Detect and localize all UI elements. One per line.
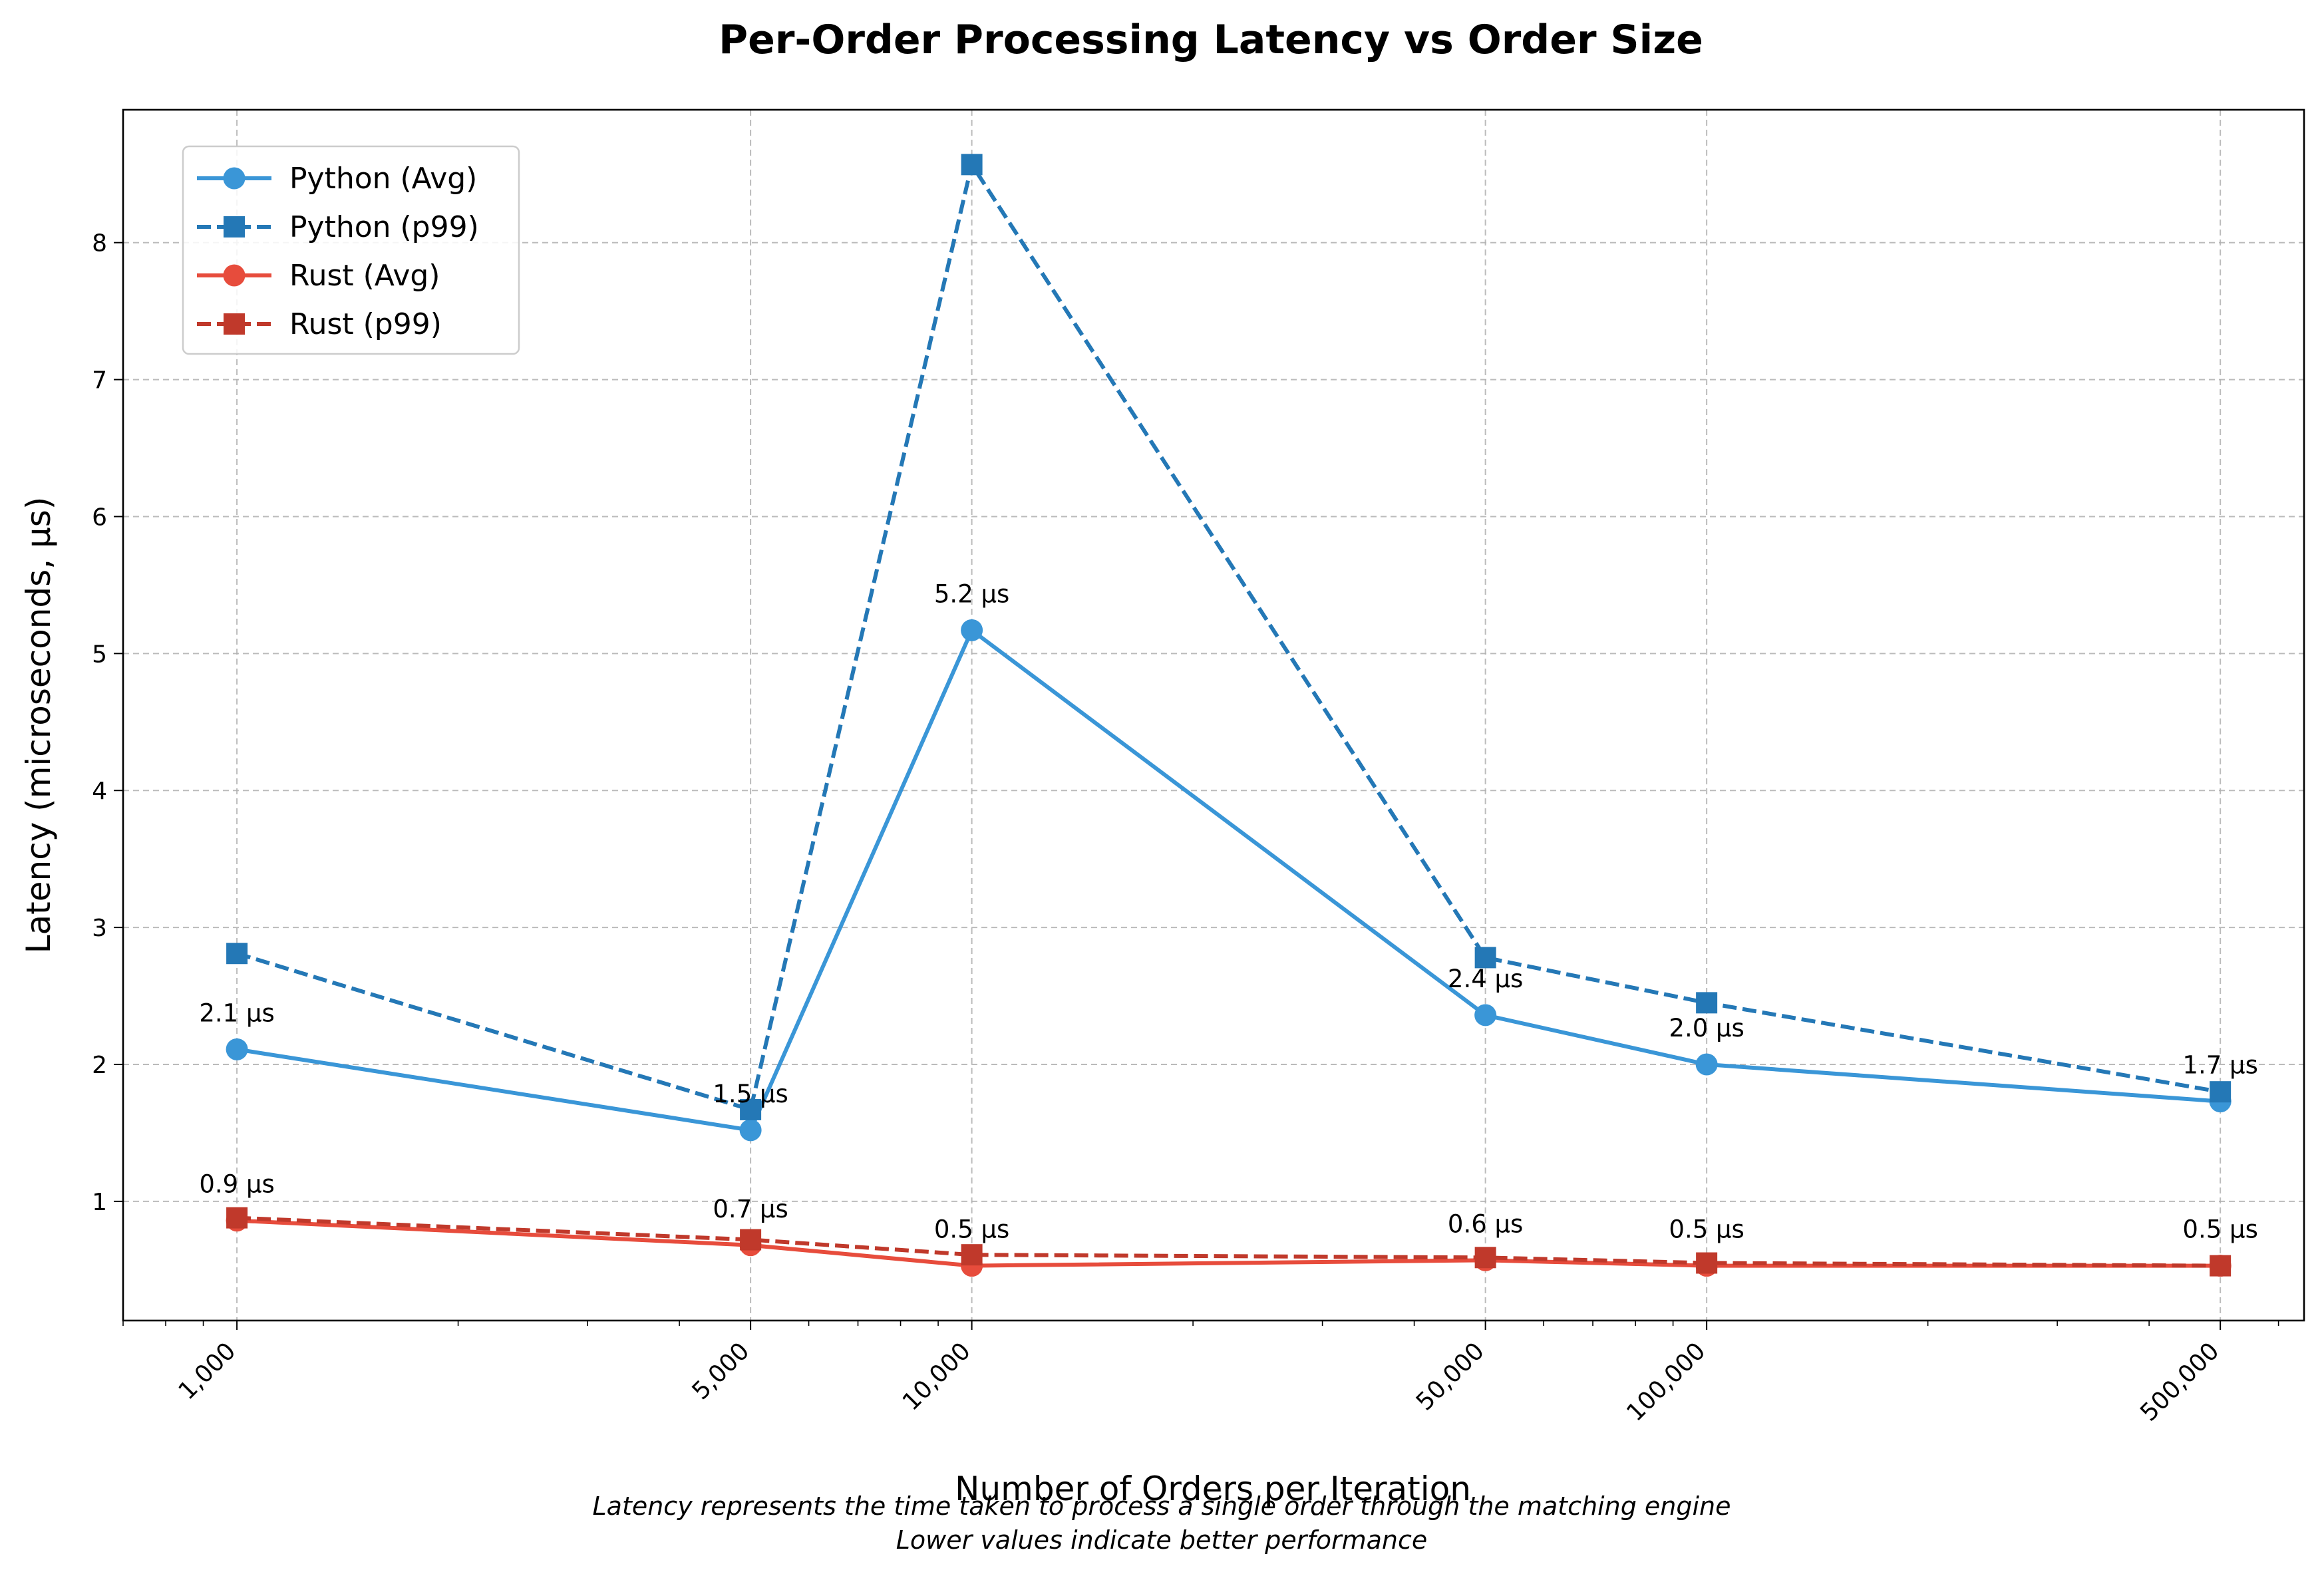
x-axis-label: Number of Orders per Iteration — [955, 1470, 1471, 1508]
y-tick-label: 3 — [92, 915, 107, 942]
x-tick-label: 5,000 — [687, 1337, 755, 1405]
data-point — [961, 154, 983, 176]
legend-label: Rust (p99) — [289, 307, 442, 341]
legend-marker — [224, 216, 245, 237]
data-point — [740, 1229, 762, 1251]
series-group — [226, 1207, 2232, 1277]
tick-layer: 1,000 5,000 10,000 50,000 100,000 500,000 1 2 3 4… — [92, 230, 2279, 1427]
data-point — [1695, 1053, 1718, 1076]
data-label: 0.6 μs — [1448, 1209, 1523, 1238]
series-group — [226, 154, 2232, 1120]
x-tick-label: 100,000 — [1621, 1337, 1711, 1426]
data-label-layer: 2.1 μs 1.5 μs 5.2 μs 2.4 μs 2.0 μs 1.7 μs 0.9 … — [199, 579, 2257, 1243]
data-point — [1474, 1004, 1497, 1026]
data-point — [1696, 1252, 1718, 1274]
data-label: 2.1 μs — [199, 999, 274, 1027]
data-point — [2210, 1255, 2232, 1277]
series-line — [236, 1218, 2221, 1268]
data-label: 5.2 μs — [934, 579, 1009, 608]
caption-line-1: Latency represents the time taken to pro… — [592, 1492, 1731, 1521]
y-tick-label: 8 — [92, 230, 107, 257]
legend-label: Python (p99) — [289, 210, 479, 244]
y-tick-label: 1 — [92, 1189, 107, 1216]
data-point — [961, 1244, 983, 1266]
y-tick-label: 7 — [92, 367, 107, 394]
data-point — [1696, 992, 1718, 1014]
data-label: 2.4 μs — [1448, 965, 1523, 993]
data-point — [1474, 1247, 1496, 1269]
data-label: 0.9 μs — [199, 1170, 274, 1199]
series-line — [236, 628, 2221, 1132]
series-group — [226, 619, 2232, 1142]
x-tick-label: 50,000 — [1411, 1337, 1490, 1416]
data-point — [226, 1038, 248, 1060]
legend-box — [182, 145, 520, 355]
legend: Python (Avg) Python (p99) Rust (Avg) Rust (… — [182, 145, 520, 355]
plot-frame — [122, 108, 2305, 1322]
legend-label: Rust (Avg) — [289, 259, 440, 293]
legend-label: Python (Avg) — [289, 162, 477, 196]
data-point — [740, 1098, 762, 1120]
data-point — [226, 1207, 248, 1229]
series-group — [226, 1209, 2232, 1277]
data-point — [961, 619, 983, 641]
data-label: 0.5 μs — [934, 1215, 1009, 1244]
series-line — [236, 1215, 2221, 1268]
data-point — [226, 943, 248, 965]
data-point — [2210, 1081, 2232, 1103]
data-label: 1.7 μs — [2182, 1051, 2257, 1080]
legend-marker — [223, 167, 246, 190]
y-tick-label: 5 — [92, 641, 107, 668]
x-tick-label: 10,000 — [898, 1337, 976, 1416]
data-label: 1.5 μs — [713, 1080, 788, 1108]
series-line — [236, 162, 2221, 1112]
y-tick-label: 4 — [92, 778, 107, 805]
y-tick-label: 2 — [92, 1052, 107, 1079]
data-point — [739, 1119, 762, 1142]
data-label: 0.5 μs — [2182, 1215, 2257, 1244]
legend-marker — [223, 264, 246, 287]
data-label: 0.5 μs — [1669, 1215, 1744, 1244]
caption-line-2: Lower values indicate better performance — [896, 1525, 1428, 1555]
x-tick-label: 500,000 — [2135, 1337, 2224, 1426]
chart-title: Per-Order Processing Latency vs Order Si… — [719, 17, 1703, 63]
data-label: 0.7 μs — [713, 1195, 788, 1223]
data-label: 2.0 μs — [1669, 1014, 1744, 1042]
legend-marker — [224, 313, 245, 335]
y-axis-label: Latency (microseconds, μs) — [19, 497, 58, 954]
y-tick-label: 6 — [92, 504, 107, 531]
series-layer — [226, 154, 2232, 1277]
data-point — [1474, 947, 1496, 969]
x-tick-label: 1,000 — [174, 1337, 242, 1405]
